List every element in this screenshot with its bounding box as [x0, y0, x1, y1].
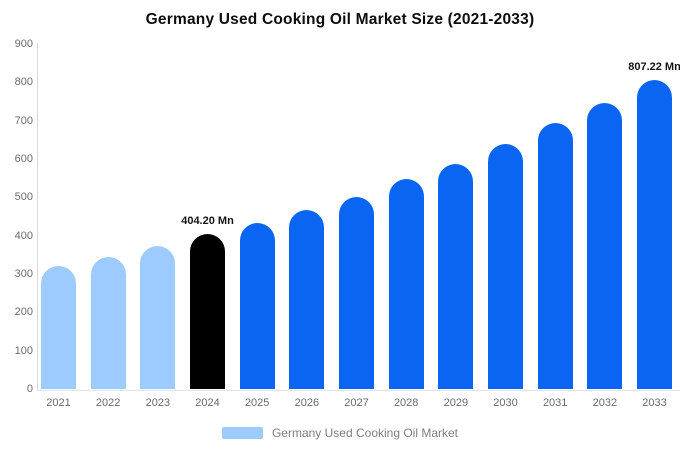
bar-2026[interactable]	[289, 209, 325, 389]
bar-2033[interactable]	[637, 79, 673, 389]
chart-title: Germany Used Cooking Oil Market Size (20…	[145, 11, 535, 28]
y-tick-label: 100	[14, 344, 33, 357]
x-tick-label: 2024	[195, 397, 220, 409]
bar-2027[interactable]	[339, 196, 375, 389]
legend-label: Germany Used Cooking Oil Market	[271, 426, 459, 440]
x-tick-label: 2026	[294, 397, 320, 409]
y-tick-label: 700	[14, 114, 33, 127]
bar-2029[interactable]	[438, 163, 474, 389]
y-tick-label: 800	[14, 76, 33, 89]
x-tick-label: 2022	[95, 397, 121, 409]
bar-2030[interactable]	[488, 143, 524, 389]
x-tick-label: 2028	[393, 397, 419, 409]
bar-2032[interactable]	[587, 102, 623, 389]
y-tick-label: 600	[14, 153, 33, 165]
x-tick-label: 2025	[244, 397, 270, 409]
x-tick-label: 2030	[493, 397, 518, 409]
bar-2025[interactable]	[239, 222, 275, 389]
bar-2031[interactable]	[537, 122, 573, 389]
x-tick-label: 2029	[443, 397, 469, 409]
x-axis-line	[37, 390, 680, 391]
bar-2023[interactable]	[140, 245, 176, 389]
x-tick-label: 2031	[542, 397, 568, 409]
y-tick-label: 400	[14, 229, 33, 242]
y-tick-label: 200	[14, 306, 33, 319]
y-tick-label: 300	[14, 268, 33, 280]
y-tick-label: 500	[14, 191, 33, 204]
y-tick-label: 900	[14, 38, 33, 50]
data-label-2024: 404.20 Mn	[181, 215, 234, 228]
x-tick-label: 2027	[344, 397, 369, 409]
x-tick-label: 2032	[592, 397, 618, 409]
bar-2028[interactable]	[388, 178, 424, 389]
y-axis-line	[37, 43, 38, 390]
bar-2024[interactable]	[190, 234, 225, 389]
legend-item[interactable]: Germany Used Cooking Oil Market	[0, 425, 680, 441]
legend-swatch-icon	[221, 427, 263, 439]
x-tick-label: 2021	[46, 397, 71, 409]
data-label-2033: 807.22 Mn	[628, 60, 680, 73]
bar-2022[interactable]	[90, 256, 126, 389]
x-tick-label: 2033	[642, 397, 667, 409]
y-tick-label: 0	[26, 383, 33, 395]
x-tick-label: 2023	[145, 397, 171, 409]
bar-2021[interactable]	[41, 265, 76, 389]
